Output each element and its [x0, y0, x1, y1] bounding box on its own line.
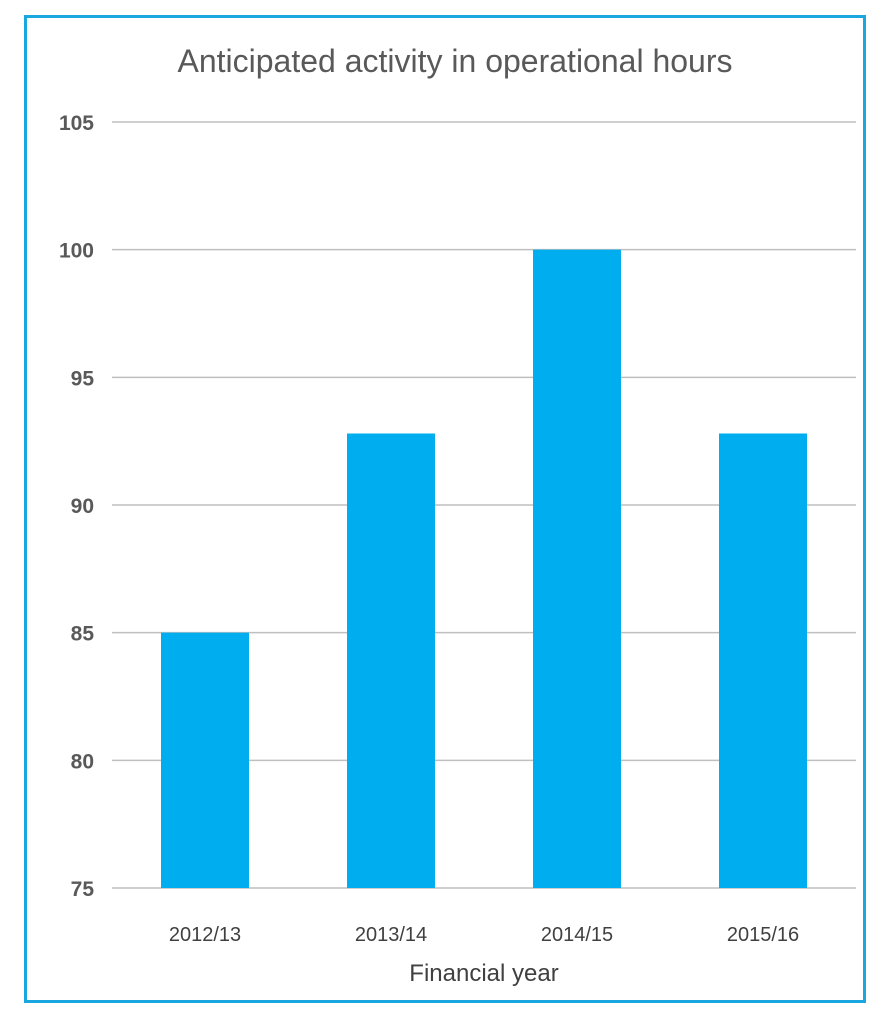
- x-tick-label: 2013/14: [355, 924, 427, 946]
- chart-title: Anticipated activity in operational hour…: [178, 43, 733, 79]
- y-tick-label: 100: [59, 240, 94, 263]
- x-tick-label: 2014/15: [541, 924, 613, 946]
- y-tick-label: 85: [71, 623, 95, 646]
- bar-2014-15: [533, 249, 621, 888]
- bars: [161, 249, 807, 888]
- x-axis-ticks: 2012/13 2013/14 2014/15 2015/16: [169, 924, 799, 946]
- y-tick-label: 75: [71, 878, 95, 901]
- y-tick-label: 80: [71, 750, 94, 773]
- bar-2013-14: [347, 433, 435, 888]
- y-tick-label: 95: [71, 367, 95, 390]
- x-tick-label: 2015/16: [727, 924, 799, 946]
- x-axis-label: Financial year: [409, 960, 558, 987]
- y-tick-label: 90: [71, 495, 94, 518]
- y-tick-label: 105: [59, 112, 94, 135]
- y-axis-ticks: 75 80 85 90 95 100 105: [59, 112, 94, 901]
- bar-2015-16: [719, 433, 807, 888]
- bar-2012-13: [161, 632, 249, 888]
- x-tick-label: 2012/13: [169, 924, 241, 946]
